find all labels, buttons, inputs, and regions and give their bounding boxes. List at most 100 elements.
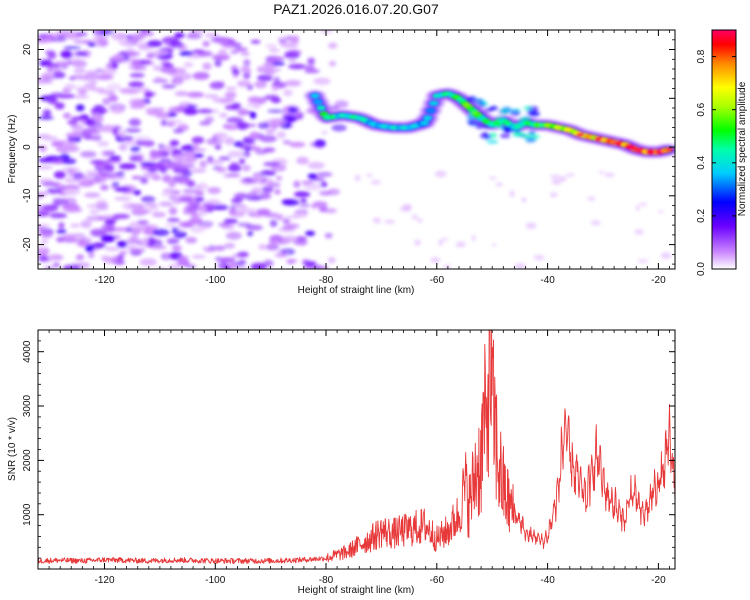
colorbar-tick-label: 0.0 [696,262,707,276]
noise-speckle [275,214,284,221]
noise-speckle [292,35,300,44]
ridge-scatter [523,106,533,110]
noise-speckle [267,182,281,188]
noise-speckle [38,255,50,262]
noise-speckle [514,263,526,269]
noise-speckle [214,59,222,67]
noise-speckle [118,143,128,151]
noise-speckle [63,188,81,196]
noise-speckle [268,239,281,244]
noise-speckle [53,171,66,179]
noise-speckle [108,150,116,156]
y-tick-label: 3000 [22,394,33,417]
noise-speckle [118,163,137,170]
noise-speckle [316,172,333,177]
spectrogram-axes: -120 -100 -80 -60 -40 -20 20 10 0 -10 -20 [22,29,675,286]
noise-speckle [282,80,301,86]
noise-speckle [230,50,239,54]
noise-speckle [182,188,197,194]
ridge-peak [576,133,585,137]
noise-speckle [89,159,106,165]
noise-speckle [151,211,166,218]
noise-speckle [44,59,52,67]
noise-speckle [90,80,98,85]
noise-speckle [85,170,99,176]
noise-speckle-layer [38,30,672,269]
noise-speckle [443,264,452,269]
noise-speckle [250,262,267,269]
noise-speckle [634,229,644,235]
noise-speckle [204,116,215,123]
noise-speckle [264,67,276,76]
noise-speckle [324,208,337,214]
noise-speckle [79,150,97,158]
noise-speckle [186,104,198,109]
noise-speckle [76,262,91,268]
noise-speckle [257,74,273,82]
noise-speckle [302,261,317,266]
noise-speckle [77,175,91,179]
noise-speckle [237,108,248,116]
noise-speckle [133,189,141,196]
noise-speckle [183,151,196,158]
noise-speckle [293,191,311,198]
noise-speckle [263,96,278,101]
noise-speckle [173,128,184,134]
ridge-core [420,120,430,126]
noise-speckle [247,96,259,104]
noise-speckle [168,195,178,201]
noise-speckle [366,173,373,178]
noise-speckle [65,132,80,138]
ridge-scatter [490,106,498,110]
noise-speckle [318,204,326,209]
noise-speckle [169,139,180,147]
noise-speckle [77,88,87,95]
noise-speckle [218,257,236,263]
noise-speckle [167,217,180,223]
noise-speckle [105,225,116,234]
x-tick-label: -100 [205,575,225,586]
noise-speckle [104,246,120,252]
noise-speckle [258,122,270,129]
ridge-peak [612,140,621,145]
noise-speckle [174,32,185,39]
noise-speckle [256,208,271,216]
y-tick-label: 2000 [22,449,33,472]
ridge-scatter [479,133,492,139]
noise-speckle [133,135,151,141]
noise-speckle [140,162,156,167]
noise-speckle [52,198,65,203]
noise-speckle [213,245,226,251]
noise-speckle [492,243,497,247]
noise-speckle [103,164,115,172]
noise-speckle [110,106,125,114]
x-tick-label: -40 [540,275,555,286]
ridge-scatter [528,111,541,117]
noise-speckle [455,241,466,248]
noise-speckle [227,150,245,158]
noise-speckle [60,50,73,59]
noise-speckle [417,218,423,223]
noise-speckle [174,77,182,84]
noise-speckle [100,184,109,191]
snr-panel: -120 -100 -80 -60 -40 -20 1000 2000 3000 4000 Hei… [7,329,676,596]
noise-speckle [178,163,196,168]
ridge-scatter [486,140,499,144]
noise-speckle [69,238,83,243]
spectrogram-x-label: Height of straight line (km) [298,285,415,296]
noise-speckle [132,175,144,180]
noise-speckle [140,177,149,184]
noise-speckle [247,231,254,237]
noise-speckle [41,204,59,211]
noise-speckle [41,182,59,187]
noise-speckle [206,199,221,205]
noise-speckle [51,140,64,147]
noise-speckle [71,124,86,132]
noise-speckle [520,197,527,203]
noise-speckle [118,129,126,138]
noise-speckle [67,169,76,177]
noise-speckle [288,63,306,70]
noise-speckle [172,156,186,163]
snr-x-label: Height of straight line (km) [298,585,415,596]
noise-speckle [565,173,575,177]
